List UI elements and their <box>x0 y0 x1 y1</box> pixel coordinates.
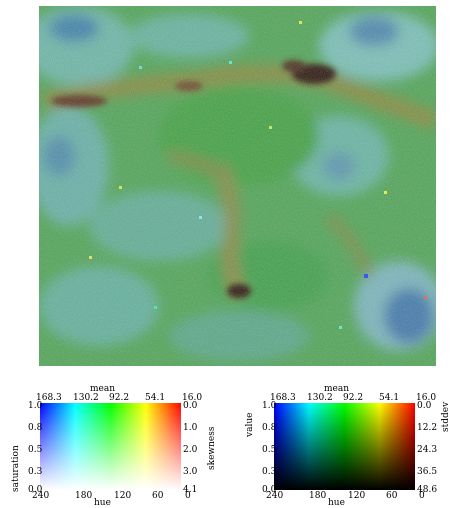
legend-right-tick: 4.1 <box>183 485 198 495</box>
legend-bottom-tick: 0 <box>419 491 425 501</box>
legend-color-field <box>40 403 181 490</box>
legend-left-title: value <box>245 412 255 437</box>
legend-bottom-tick: 180 <box>75 491 93 501</box>
legend-left-tick: 0.5 <box>28 445 43 455</box>
legend-bottom-tick: 180 <box>309 491 327 501</box>
legend-left-tick: 1.0 <box>262 401 277 411</box>
legend-bottom-tick: 120 <box>114 491 132 501</box>
legend-right-tick: 12.2 <box>417 423 438 433</box>
legend-top-title: mean <box>324 384 350 394</box>
legend-left-tick: 0.0 <box>28 485 43 495</box>
legend-bottom-tick: 240 <box>266 491 284 501</box>
legend-bottom-tick: 240 <box>32 491 50 501</box>
legend-bottom-tick: 120 <box>348 491 366 501</box>
legend-left-title: saturation <box>11 445 21 492</box>
legend-bottom-tick: 60 <box>386 491 398 501</box>
legend-bottom-title: hue <box>94 498 111 508</box>
legend-right-tick: 3.0 <box>183 467 198 477</box>
legend-top-tick: 168.3 <box>36 393 62 403</box>
legend-right-tick: 0.0 <box>417 401 432 411</box>
legend-color-field <box>274 403 415 490</box>
legend-top-tick: 92.2 <box>343 393 364 403</box>
legend-bottom-tick: 0 <box>185 491 191 501</box>
legend-hue-value: mean 168.3 130.2 92.2 54.1 16.0 1.0 0.8 … <box>236 382 466 508</box>
legend-right-title: stddev <box>441 401 451 432</box>
legend-top-tick: 16.0 <box>182 393 203 403</box>
legend-top-tick: 130.2 <box>73 393 99 403</box>
legend-top-tick: 16.0 <box>416 393 437 403</box>
legend-left-tick: 0.0 <box>262 485 277 495</box>
legend-right-title: skewness <box>207 426 217 470</box>
legend-left-tick: 1.0 <box>28 401 43 411</box>
legend-right-tick: 48.6 <box>417 485 438 495</box>
legend-top-tick: 130.2 <box>307 393 333 403</box>
legend-right-tick: 36.5 <box>417 467 438 477</box>
legend-right-tick: 1.0 <box>183 423 198 433</box>
legend-right-tick: 0.0 <box>183 401 198 411</box>
legend-hue-saturation: mean 168.3 130.2 92.2 54.1 16.0 1.0 0.8 … <box>2 382 232 508</box>
legend-left-tick: 0.3 <box>262 467 277 477</box>
legend-left-tick: 0.8 <box>262 423 277 433</box>
pixel-map-image <box>39 6 436 366</box>
legend-bottom-title: hue <box>328 498 345 508</box>
legend-top-tick: 92.2 <box>109 393 130 403</box>
legend-top-title: mean <box>90 384 116 394</box>
legend-left-tick: 0.5 <box>262 445 277 455</box>
legend-left-tick: 0.8 <box>28 423 43 433</box>
legend-right-tick: 24.3 <box>417 445 438 455</box>
legend-bottom-tick: 60 <box>152 491 164 501</box>
legend-top-tick: 168.3 <box>270 393 296 403</box>
map-texture <box>39 6 436 366</box>
legend-top-tick: 54.1 <box>145 393 166 403</box>
legend-left-tick: 0.3 <box>28 467 43 477</box>
legend-right-tick: 2.0 <box>183 445 198 455</box>
legend-top-tick: 54.1 <box>379 393 400 403</box>
